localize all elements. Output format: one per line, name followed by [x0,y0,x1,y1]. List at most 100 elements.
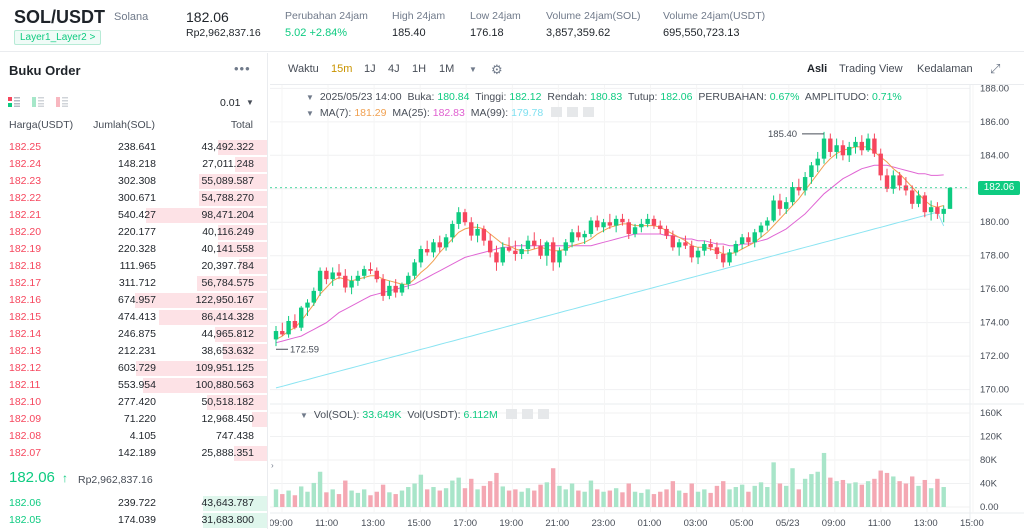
ask-row[interactable]: 182.17 311.712 56,784.575 [0,275,267,292]
book-mode-both-icon[interactable] [8,97,20,107]
ticker-header: SOL/USDT Solana Layer1_Layer2 > 182.06 R… [0,0,1024,52]
candle-body [317,270,323,291]
volume-bar [361,489,367,507]
ask-total: 12,968.450 [201,413,254,425]
eye-icon[interactable] [505,409,517,419]
volume-bar [695,491,701,507]
volume-bar [336,494,342,507]
ask-row[interactable]: 182.14 246.875 44,965.812 [0,326,267,343]
close-icon[interactable] [583,107,595,117]
candle-body [784,202,789,209]
col-header-amount: Jumlah(SOL) [93,119,155,131]
close-icon[interactable] [537,409,549,419]
ask-row[interactable]: 182.07 142.189 25,888.351 [0,445,267,462]
volume-bar [330,489,335,507]
ask-row[interactable]: 182.09 71.220 12,968.450 [0,411,267,428]
candle-body [557,250,562,263]
volume-bar [292,495,298,507]
book-mode-buy-icon[interactable] [32,97,44,107]
candle-body [840,145,846,156]
volume-bar [443,488,449,507]
settings-icon[interactable] [521,409,533,419]
ask-row[interactable]: 182.11 553.954 100,880.563 [0,377,267,394]
volume-bar [450,480,455,507]
volume-bar [651,494,657,507]
depth-bar [159,310,267,325]
chevron-down-icon[interactable]: ▼ [306,109,314,118]
ask-row[interactable]: 182.12 603.729 109,951.125 [0,360,267,377]
view-trading-view[interactable]: Trading View [839,63,903,75]
fullscreen-icon[interactable]: ⤢ [990,61,1001,76]
bid-row[interactable]: 182.06 239.722 43,643.787 [0,495,267,512]
interval-15m[interactable]: 15m [331,63,353,75]
candle-body [469,222,474,236]
ask-row[interactable]: 182.20 220.177 40,116.249 [0,224,267,241]
book-mode-sell-icon[interactable] [56,97,68,107]
candle-body [651,218,657,226]
ask-amount: 311.712 [118,277,156,289]
ask-row[interactable]: 182.23 302.308 55,089.587 [0,173,267,190]
candle-body [695,250,701,258]
bid-row[interactable]: 182.05 174.039 31,683.800 [0,512,267,529]
chevron-right-icon[interactable]: › [271,461,274,470]
ask-row[interactable]: 182.15 474.413 86,414.328 [0,309,267,326]
volume-bar [878,470,883,507]
volume-bar [815,471,820,507]
ask-row[interactable]: 182.24 148.218 27,011.248 [0,156,267,173]
depth-bar [145,208,267,223]
interval-label[interactable]: Waktu [288,63,319,75]
ask-row[interactable]: 182.21 540.427 98,471.204 [0,207,267,224]
more-options-icon[interactable]: ••• [234,61,251,76]
volume-bar [349,490,354,507]
candle-body [727,252,732,263]
volume-bar [727,489,732,507]
x-tick-label: 01:00 [638,518,662,529]
candle-body [475,228,480,236]
ask-row[interactable]: 182.22 300.671 54,788.270 [0,190,267,207]
chevron-down-icon[interactable]: ▼ [469,65,477,74]
vol-tick-label: 0.00 [980,502,999,513]
ask-row[interactable]: 182.13 212.231 38,653.632 [0,343,267,360]
price-chart[interactable]: 188.00186.00184.00182.00180.00178.00176.… [270,85,1024,529]
interval-1j[interactable]: 1J [364,63,376,75]
ask-row[interactable]: 182.08 4.105 747.438 [0,428,267,445]
depth-bar [203,496,267,511]
volume-bar [891,476,896,507]
ask-row[interactable]: 182.18 111.965 20,397.784 [0,258,267,275]
eye-icon[interactable] [551,107,563,117]
vol-sol-value: 33.649K [362,409,402,421]
gear-icon[interactable]: ⚙ [491,62,503,77]
volume-bar [519,491,524,507]
volume-bar [739,484,745,507]
chevron-down-icon[interactable]: ▼ [246,98,254,107]
chevron-down-icon[interactable]: ▼ [300,411,308,420]
ask-row[interactable]: 182.16 674.957 122,950.167 [0,292,267,309]
candle-body [733,244,739,253]
view-original[interactable]: Asli [807,63,828,75]
chevron-down-icon[interactable]: ▼ [306,93,314,102]
candle-body [500,247,505,263]
vol-usdt-label: Vol(USDT): [407,409,461,421]
candle-body [916,195,921,204]
settings-icon[interactable] [567,107,579,117]
precision-select[interactable]: 0.01 [220,97,241,109]
ask-row[interactable]: 182.10 277.420 50,518.182 [0,394,267,411]
ask-amount: 277.420 [118,396,156,408]
volume-bar [317,471,323,507]
interval-1h[interactable]: 1H [412,63,427,75]
ask-price: 182.08 [9,430,42,442]
candle-body [645,218,650,224]
depth-bar [142,378,267,393]
ask-row[interactable]: 182.19 220.328 40,141.558 [0,241,267,258]
candle-body [702,244,707,251]
coin-name[interactable]: Solana [114,11,149,23]
pair-symbol[interactable]: SOL/USDT [14,7,106,27]
view-depth[interactable]: Kedalaman [917,63,973,75]
ask-total: 56,784.575 [201,277,254,289]
chart-canvas[interactable]: 188.00186.00184.00182.00180.00178.00176.… [270,85,1024,529]
interval-4j[interactable]: 4J [388,63,400,75]
interval-1m[interactable]: 1M [439,63,455,75]
ask-row[interactable]: 182.25 238.641 43,492.322 [0,139,267,156]
candle-body [670,235,676,248]
category-tag[interactable]: Layer1_Layer2 > [14,30,102,45]
